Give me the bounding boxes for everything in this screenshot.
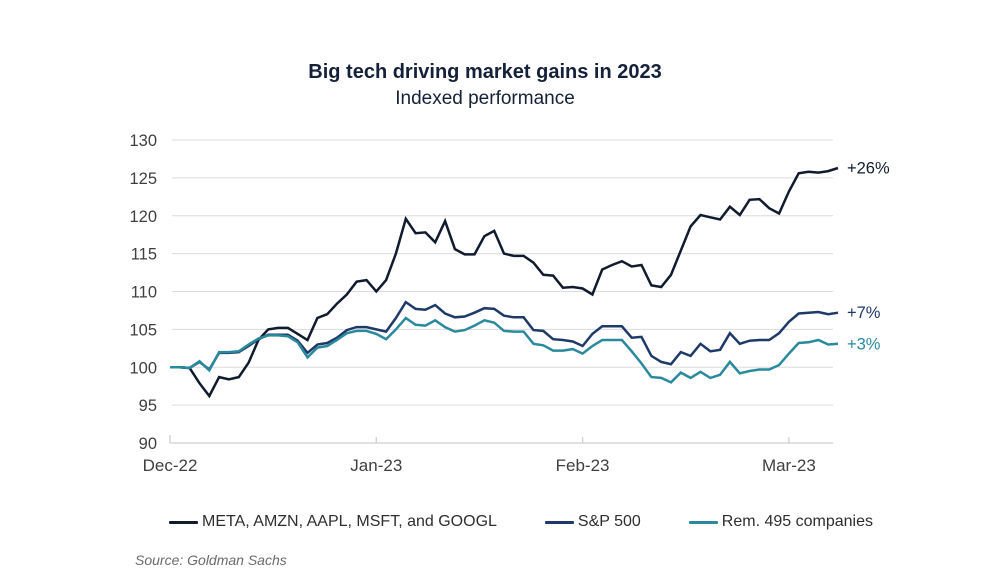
series-line: [170, 166, 839, 399]
legend-swatch-rem495: [688, 520, 718, 524]
y-tick-label: 115: [131, 246, 157, 264]
legend-item-big-tech: META, AMZN, AAPL, MSFT, and GOOGL: [169, 513, 497, 531]
y-tick-label: 90: [139, 435, 157, 453]
y-tick-label: 125: [129, 170, 157, 188]
y-tick-label: 130: [129, 132, 157, 150]
source-note: Source: Goldman Sachs: [135, 552, 287, 568]
legend-swatch-big-tech: [169, 520, 199, 524]
line-chart-canvas: 90 95 100 105 110 115 120 125 130 Dec-22 Jan-23 Feb…: [129, 132, 890, 475]
x-tick-label: Dec-22: [143, 456, 198, 475]
y-tick-label: 100: [129, 359, 157, 377]
legend-item-rem495: Rem. 495 companies: [688, 513, 873, 531]
series-end-label: +3%: [847, 335, 881, 353]
chart-header: Big tech driving market gains in 2023 In…: [0, 60, 970, 112]
x-tick-label: Feb-23: [556, 456, 610, 475]
y-tick-label: 105: [129, 321, 157, 339]
y-tick-label: 95: [139, 397, 157, 415]
legend-label-sp500: S&P 500: [577, 513, 641, 530]
legend: META, AMZN, AAPL, MSFT, and GOOGL S&P 50…: [0, 513, 1000, 531]
series-end-label: +7%: [847, 304, 881, 322]
x-tick-label: Mar-23: [762, 456, 816, 475]
chart-title: Big tech driving market gains in 2023: [308, 61, 662, 83]
legend-swatch-sp500: [544, 520, 574, 524]
series-end-label: +26%: [847, 160, 890, 178]
legend-item-sp500: S&P 500: [544, 513, 641, 531]
chart-subtitle: Indexed performance: [395, 88, 575, 109]
legend-label-rem495: Rem. 495 companies: [721, 513, 873, 530]
series-line: [170, 316, 839, 384]
legend-label-big-tech: META, AMZN, AAPL, MSFT, and GOOGL: [202, 513, 497, 530]
y-tick-label: 110: [131, 284, 157, 302]
x-tick-label: Jan-23: [350, 456, 402, 475]
y-tick-label: 120: [129, 208, 157, 226]
